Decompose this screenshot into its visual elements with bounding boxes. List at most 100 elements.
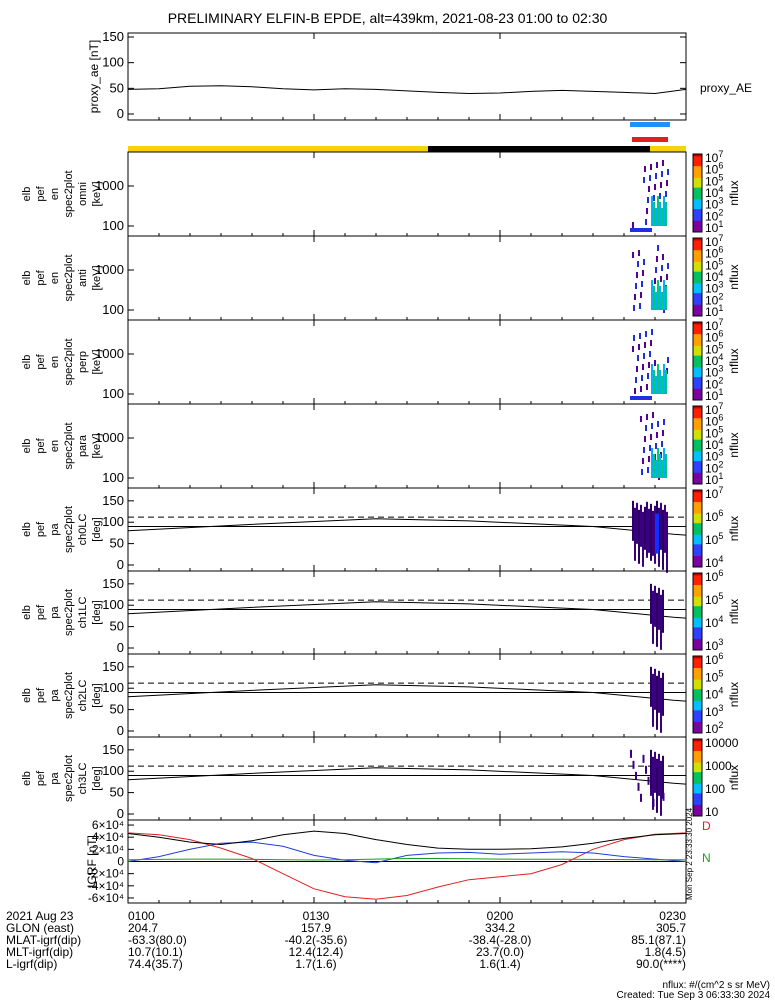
colorbar-cell (693, 333, 702, 337)
flux-mark (663, 196, 665, 226)
flux-mark (652, 510, 654, 556)
ytick-label-pa: 0 (117, 640, 124, 655)
colorbar-cell (693, 454, 702, 458)
flux-mark (630, 749, 632, 758)
flux-mark (652, 590, 654, 644)
flux-mark (633, 335, 635, 341)
colorbar-label-2: nflux (727, 264, 741, 289)
colorbar-cell (693, 446, 702, 450)
ylabel-energy-word: [keV] (91, 181, 103, 206)
ylabel-energy-word: anti (77, 269, 89, 287)
colorbar-label-3: nflux (727, 348, 741, 373)
colorbar-cell (693, 243, 702, 247)
flux-mark (657, 770, 660, 779)
flux-mark (641, 469, 643, 475)
colorbar-cell (693, 762, 702, 765)
colorbar-cell (693, 621, 702, 624)
flux-mark (637, 355, 639, 361)
colorbar-cell (693, 636, 702, 639)
ytick-label-igrf: 2×10⁴ (92, 842, 124, 856)
colorbar-tick-label: 103 (705, 364, 723, 380)
footer-value: 0100 (128, 909, 155, 923)
ytick-label-pa: 50 (110, 785, 124, 800)
flux-mark (636, 366, 638, 372)
flux-mark (651, 364, 653, 394)
ylabel-energy-word: perp (77, 351, 89, 373)
ylabel-energy-word: para (77, 434, 89, 457)
flux-mark (636, 272, 638, 278)
colorbar-cell (693, 372, 702, 376)
series-igrf-Z (127, 830, 687, 850)
flux-mark (644, 506, 646, 550)
colorbar-cell (693, 769, 702, 773)
colorbar-cell (693, 748, 702, 752)
ytick-label-proxy-ae: 50 (110, 80, 124, 95)
colorbar-cell (693, 725, 702, 728)
flux-mark (654, 751, 656, 793)
ylabel-energy-word: pef (35, 437, 47, 453)
colorbar-label-8: nflux (727, 765, 741, 790)
flux-mark (662, 792, 665, 801)
colorbar-tick-label: 107 (705, 233, 723, 249)
flux-mark (650, 583, 652, 624)
flux-mark (658, 587, 660, 630)
ylabel-energy-word: omni (77, 182, 89, 206)
colorbar-cell (693, 361, 702, 364)
colorbar-cell (693, 355, 702, 358)
colorbar-cell (693, 626, 702, 630)
colorbar-tick-label: 103 (705, 280, 723, 296)
colorbar-cell (693, 417, 702, 421)
colorbar-tick-label: 106 (705, 413, 723, 429)
colorbar-cell (693, 781, 702, 784)
flux-mark (661, 292, 663, 310)
flux-mark (653, 454, 655, 478)
colorbar-cell (693, 275, 702, 278)
colorbar-frame-5 (692, 489, 703, 568)
colorbar-cell (693, 398, 702, 401)
flux-mark (642, 511, 644, 567)
flux-mark (643, 259, 645, 265)
colorbar-cell (693, 491, 702, 495)
flux-mark (660, 276, 662, 282)
flux-mark (646, 384, 648, 390)
colorbar-cell (693, 269, 702, 272)
colorbar-tick-label: 104 (705, 554, 723, 570)
colorbar-cell (693, 509, 702, 512)
colorbar-cell (693, 794, 702, 798)
colorbar-cell (693, 308, 702, 311)
flux-mark (635, 377, 637, 383)
colorbar-cell (693, 549, 702, 553)
panel-frame-energy-1 (127, 151, 687, 237)
flux-mark (632, 252, 634, 258)
colorbar-cell (693, 271, 702, 274)
colorbar-cell (693, 565, 702, 568)
colorbar-cell (693, 632, 702, 636)
flux-mark (655, 443, 657, 449)
colorbar-cell (693, 594, 702, 597)
colorbar-cell (693, 578, 702, 582)
ytick-label-igrf: 6×10⁴ (92, 818, 124, 832)
ytick-label-energy: 100 (102, 386, 124, 401)
colorbar-cell (693, 218, 702, 221)
flux-mark (661, 460, 663, 478)
colorbar-cell (693, 443, 702, 446)
colorbar-cell (693, 425, 702, 428)
colorbar-cell (693, 709, 702, 713)
colorbar-cell (693, 574, 702, 578)
colorbar-cell (693, 251, 702, 255)
colorbar-cell (693, 588, 702, 591)
colorbar-cell (693, 711, 702, 715)
colorbar-tick-label: 103 (705, 196, 723, 212)
colorbar-cell (693, 648, 702, 651)
colorbar-cell (693, 185, 702, 188)
colorbar-cell (693, 296, 702, 299)
ytick-label-pa: 100 (102, 597, 124, 612)
colorbar-cell (693, 339, 702, 342)
colorbar-label-7: nflux (727, 682, 741, 707)
colorbar-cell (693, 183, 702, 186)
colorbar-cell (693, 464, 702, 467)
flux-mark (653, 195, 655, 201)
colorbar-cell (693, 220, 702, 223)
ylabel-pa-word: ch2LC (77, 680, 89, 712)
colorbar-cell (693, 322, 702, 325)
